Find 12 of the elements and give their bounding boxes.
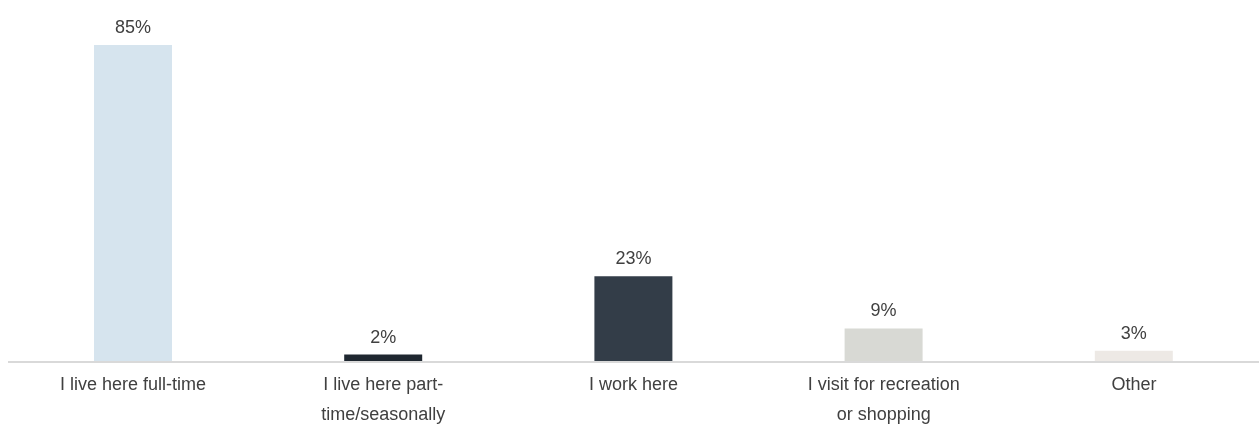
data-label: 2% — [370, 326, 397, 347]
data-label: 23% — [615, 248, 652, 269]
bar — [94, 45, 172, 362]
bar — [594, 276, 673, 362]
x-tick-label: I visit for recreation or shopping — [807, 374, 960, 424]
data-label: 9% — [870, 300, 897, 321]
data-label: 3% — [1120, 322, 1147, 343]
data-label: 85% — [114, 17, 152, 37]
x-tick-label: I live here full-time — [60, 374, 207, 394]
x-tick-label: Other — [1111, 374, 1157, 394]
x-tick-label: I work here — [588, 374, 679, 394]
x-tick-label: I live here part-time/seasonally — [321, 374, 446, 424]
